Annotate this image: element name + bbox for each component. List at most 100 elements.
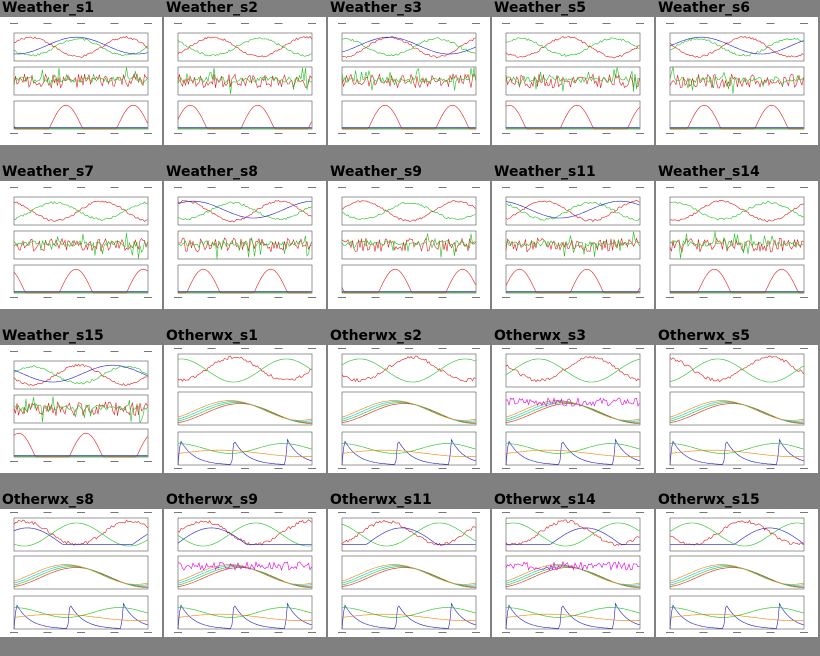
wind-speed-trace — [13, 73, 148, 89]
pressure-trace — [13, 36, 148, 55]
chart-thumbnail — [502, 187, 644, 298]
plot-panel — [177, 555, 313, 590]
moisture2-trace — [177, 607, 312, 618]
thumbnail-cell: Otherwx_s14 — [492, 492, 654, 656]
humidity-trace — [341, 37, 476, 57]
thumbnail-image[interactable] — [164, 17, 326, 145]
plot-panel — [13, 595, 149, 630]
thumbnail-image[interactable] — [164, 181, 326, 309]
axis-ticks — [10, 512, 152, 513]
plot-panel — [177, 230, 313, 260]
plot-panel — [505, 391, 641, 426]
humidity-trace — [177, 358, 312, 383]
axis-ticks — [174, 468, 316, 469]
temperature-trace — [505, 199, 640, 223]
thumbnail-cell: Weather_s1 — [0, 0, 162, 164]
moisture-trace — [177, 602, 312, 630]
moisture3-trace — [341, 449, 476, 457]
chart-thumbnail — [666, 512, 808, 633]
thumbnail-image[interactable] — [492, 181, 654, 309]
humidity-trace — [669, 201, 804, 221]
plot-panel — [13, 517, 149, 552]
moisture2-trace — [177, 443, 312, 454]
chart-thumbnail — [338, 348, 480, 469]
axis-ticks — [338, 348, 480, 349]
temperature-trace — [505, 519, 640, 546]
chart-thumbnail — [10, 351, 152, 462]
humidity-trace — [177, 37, 312, 57]
thumbnail-image[interactable] — [656, 181, 818, 309]
thumbnail-image[interactable] — [0, 181, 162, 309]
wind-speed-trace — [341, 237, 476, 252]
plot-panel — [13, 264, 149, 294]
thumbnail-image[interactable] — [328, 509, 490, 637]
soil-temp-trace — [177, 401, 312, 422]
thumbnail-image[interactable] — [656, 345, 818, 473]
pressure-trace — [341, 36, 476, 55]
wind-speed-trace — [341, 73, 476, 89]
plot-panel — [177, 100, 313, 130]
thumbnail-image[interactable] — [492, 345, 654, 473]
plot-panel — [341, 66, 477, 96]
thumbnail-image[interactable] — [164, 509, 326, 637]
temperature-trace — [177, 355, 312, 382]
thumbnail-image[interactable] — [164, 345, 326, 473]
soil-temp-trace — [177, 400, 312, 421]
thumbnail-label: Otherwx_s1 — [166, 328, 258, 344]
plot-panel — [669, 264, 805, 294]
plot-panel — [669, 431, 805, 466]
chart-thumbnail — [338, 512, 480, 633]
thumbnail-image[interactable] — [0, 509, 162, 637]
chart-thumbnail — [10, 187, 152, 298]
plot-panel — [177, 196, 313, 226]
thumbnail-cell: Weather_s11 — [492, 164, 654, 328]
thumbnail-label: Otherwx_s15 — [658, 492, 760, 508]
thumbnail-cell: Weather_s15 — [0, 328, 162, 492]
thumbnail-image[interactable] — [492, 17, 654, 145]
axis-ticks — [174, 297, 316, 298]
moisture2-trace — [13, 607, 148, 618]
thumbnail-image[interactable] — [0, 345, 162, 473]
axis-ticks — [666, 187, 808, 188]
thumbnail-label: Otherwx_s11 — [330, 492, 432, 508]
axis-ticks — [502, 23, 644, 24]
axis-ticks — [502, 468, 644, 469]
humidity-trace — [13, 365, 148, 385]
axis-ticks — [174, 187, 316, 188]
axis-ticks — [502, 187, 644, 188]
humidity-trace — [669, 522, 804, 547]
humidity-trace — [341, 201, 476, 221]
moisture3-trace — [177, 613, 312, 621]
chart-thumbnail — [10, 23, 152, 134]
thumbnail-label: Weather_s11 — [494, 164, 596, 180]
plot-panel — [13, 428, 149, 458]
chart-thumbnail — [10, 512, 152, 633]
axis-ticks — [10, 461, 152, 462]
axis-ticks — [502, 348, 644, 349]
thumbnail-image[interactable] — [328, 181, 490, 309]
thumbnail-label: Weather_s7 — [2, 164, 95, 180]
thumbnail-image[interactable] — [0, 17, 162, 145]
soil-temp-trace — [669, 564, 804, 585]
thumbnail-image[interactable] — [492, 509, 654, 637]
thumbnail-image[interactable] — [328, 17, 490, 145]
thumbnail-label: Weather_s2 — [166, 0, 259, 16]
axis-ticks — [666, 348, 808, 349]
moisture3-trace — [505, 613, 640, 621]
thumbnail-image[interactable] — [656, 17, 818, 145]
thumbnail-label: Weather_s3 — [330, 0, 423, 16]
axis-ticks — [174, 348, 316, 349]
noisy-trace — [505, 397, 640, 407]
thumbnail-label: Otherwx_s5 — [658, 328, 750, 344]
thumbnail-image[interactable] — [328, 345, 490, 473]
thumbnail-cell: Weather_s9 — [328, 164, 490, 328]
thumbnail-cell: Otherwx_s9 — [164, 492, 326, 656]
plot-panel — [341, 517, 477, 552]
moisture-trace — [13, 602, 148, 630]
thumbnail-label: Weather_s5 — [494, 0, 587, 16]
plot-panel — [13, 394, 149, 424]
axis-ticks — [666, 297, 808, 298]
soil-temp-trace — [669, 400, 804, 421]
thumbnail-image[interactable] — [656, 509, 818, 637]
plot-panel — [13, 196, 149, 226]
